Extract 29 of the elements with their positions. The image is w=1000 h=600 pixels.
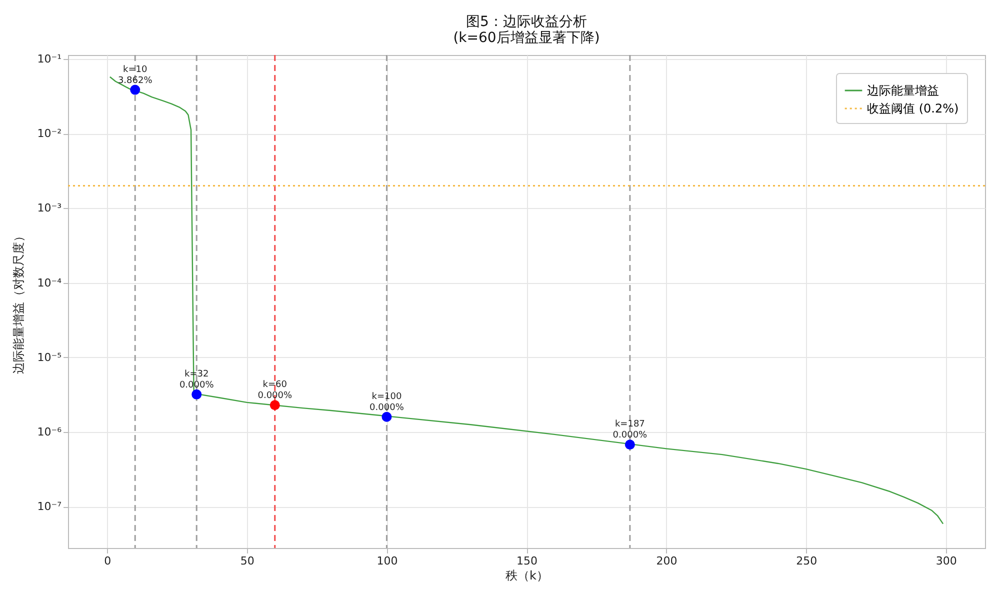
y-tick-label: 10⁻⁵ xyxy=(37,350,62,364)
y-tick-label: 10⁻² xyxy=(37,127,62,140)
legend-label: 收益阈值 (0.2%) xyxy=(867,102,959,116)
x-tick-label: 0 xyxy=(104,554,112,568)
annotation: k=60 0.000% xyxy=(258,380,292,402)
x-tick-label: 150 xyxy=(516,554,538,568)
y-tick-label: 10⁻⁴ xyxy=(37,276,62,290)
annotation: k=187 0.000% xyxy=(612,420,648,441)
x-tick-label: 300 xyxy=(936,554,957,568)
point xyxy=(192,389,202,400)
chart-title: 图5：边际收益分析 xyxy=(466,14,587,30)
point xyxy=(270,400,280,410)
annotation: k=100 0.000% xyxy=(370,392,404,413)
y-tick-label: 10⁻⁶ xyxy=(37,426,62,439)
point xyxy=(382,412,392,422)
annotation: k=10 3.862% xyxy=(118,64,153,86)
y-axis-title: 边际能量增益（对数尺度） xyxy=(11,230,26,374)
point xyxy=(130,84,140,95)
x-tick-label: 50 xyxy=(240,554,254,568)
x-axis-title: 秩（k） xyxy=(506,568,548,582)
y-tick-label: 10⁻⁷ xyxy=(37,500,62,514)
chart-subtitle: (k=60后增益显著下降) xyxy=(453,30,600,46)
point xyxy=(624,440,635,450)
legend-label: 边际能量增益 xyxy=(867,84,939,98)
y-tick-label: 10⁻³ xyxy=(37,202,62,215)
x-tick-label: 200 xyxy=(656,554,678,568)
y-tick-label: 10⁻¹ xyxy=(37,52,62,66)
x-tick-label: 250 xyxy=(796,554,818,568)
x-tick-label: 100 xyxy=(376,554,398,568)
